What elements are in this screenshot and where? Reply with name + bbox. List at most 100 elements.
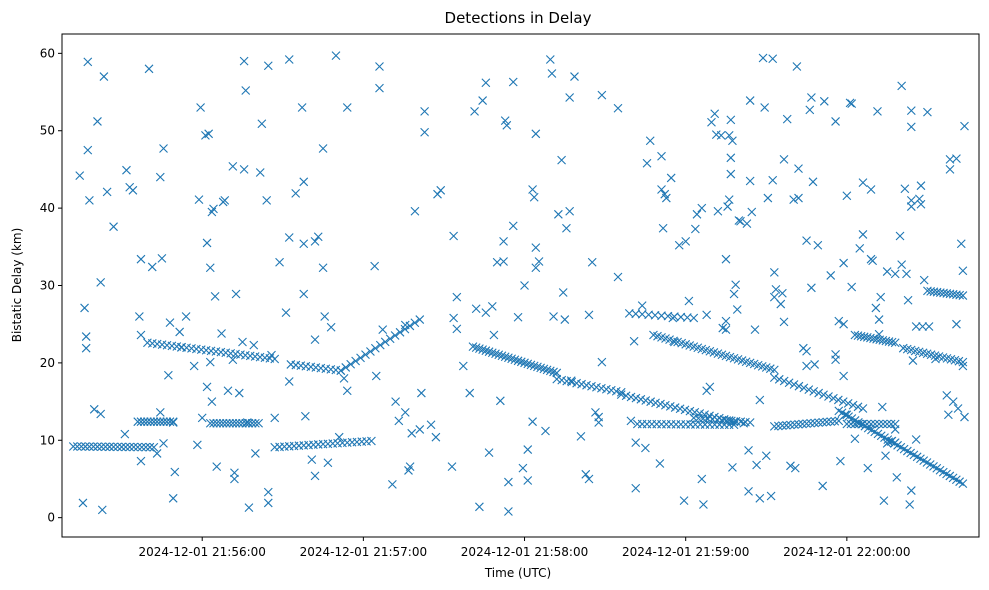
data-point (181, 312, 191, 321)
data-point (534, 257, 544, 266)
data-point (882, 419, 892, 429)
data-point (552, 368, 562, 378)
data-point (257, 119, 267, 129)
data-point (807, 283, 816, 293)
data-point (97, 442, 106, 452)
y-tick-label: 30 (40, 279, 55, 293)
data-point (955, 290, 965, 300)
data-point (802, 346, 811, 356)
data-point (310, 335, 320, 345)
data-point (786, 461, 795, 471)
data-point (481, 346, 491, 356)
data-point (101, 442, 110, 452)
data-point (449, 313, 459, 323)
data-point (487, 348, 497, 358)
data-point (771, 284, 781, 294)
data-point (707, 117, 716, 127)
data-point (958, 357, 968, 367)
data-point (755, 493, 765, 503)
data-point (847, 282, 857, 292)
data-point (513, 356, 523, 366)
data-point (367, 436, 376, 446)
data-point (906, 486, 916, 495)
data-point (143, 417, 152, 427)
data-point (732, 305, 742, 314)
data-point (866, 185, 876, 194)
data-point (487, 302, 497, 311)
data-point (284, 55, 294, 64)
data-point (850, 419, 860, 429)
data-point (334, 432, 344, 442)
data-point (221, 418, 231, 428)
data-point (792, 62, 802, 71)
x-axis-label: Time (UTC) (484, 566, 551, 580)
data-point (495, 396, 505, 406)
data-point (846, 419, 856, 429)
data-point (721, 325, 731, 334)
data-point (958, 291, 968, 300)
data-point (790, 463, 800, 473)
data-point (631, 438, 641, 447)
data-point (510, 355, 520, 365)
chart-title: Detections in Delay (445, 9, 592, 27)
x-tick-label: 2024-12-01 21:56:00 (138, 545, 265, 559)
data-point (159, 144, 168, 153)
data-point (566, 376, 576, 386)
data-point (239, 56, 249, 66)
data-point (952, 319, 961, 329)
data-point (862, 419, 872, 429)
data-point (713, 206, 723, 216)
data-point (900, 184, 910, 194)
data-point (81, 332, 91, 341)
data-point (773, 421, 783, 431)
data-point (736, 216, 745, 226)
data-point (504, 353, 513, 363)
data-point (529, 361, 539, 371)
data-point (407, 428, 417, 438)
data-point (565, 93, 575, 102)
data-point (726, 169, 736, 179)
data-point (779, 154, 789, 164)
data-point (886, 419, 896, 429)
data-point (249, 340, 259, 350)
data-point (657, 151, 666, 161)
data-point (109, 222, 118, 232)
data-point (117, 442, 127, 452)
data-point (165, 417, 175, 427)
data-point (744, 445, 753, 455)
data-point (776, 299, 786, 309)
data-point (205, 263, 215, 273)
data-point (176, 343, 186, 352)
data-point (958, 361, 968, 371)
data-point (794, 164, 803, 174)
data-point (641, 443, 650, 453)
x-tick-label: 2024-12-01 22:00:00 (783, 545, 910, 559)
data-point (768, 175, 778, 185)
data-point (387, 479, 397, 489)
data-point (356, 353, 365, 363)
data-point (903, 295, 913, 305)
data-point (529, 192, 539, 202)
data-point (523, 359, 533, 369)
data-point (447, 462, 457, 471)
data-point (196, 103, 205, 112)
data-point (263, 487, 273, 497)
data-point (789, 195, 799, 204)
data-point (853, 402, 863, 412)
data-point (782, 420, 791, 430)
data-point (478, 345, 488, 355)
data-point (594, 418, 604, 427)
y-tick-label: 50 (40, 124, 55, 138)
data-point (230, 474, 239, 484)
data-point (93, 117, 102, 126)
data-point (858, 419, 868, 429)
data-point (960, 121, 969, 131)
data-point (313, 232, 323, 242)
data-point (760, 103, 770, 112)
data-point (159, 438, 168, 448)
data-point (528, 185, 537, 194)
data-point (475, 344, 484, 354)
data-point (890, 338, 900, 348)
data-point (895, 231, 905, 241)
